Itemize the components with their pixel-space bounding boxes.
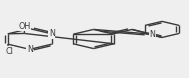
Text: N: N (149, 30, 155, 39)
Text: OH: OH (18, 22, 31, 31)
Text: N: N (27, 45, 33, 54)
Text: Cl: Cl (5, 47, 13, 56)
Text: N: N (49, 29, 55, 38)
